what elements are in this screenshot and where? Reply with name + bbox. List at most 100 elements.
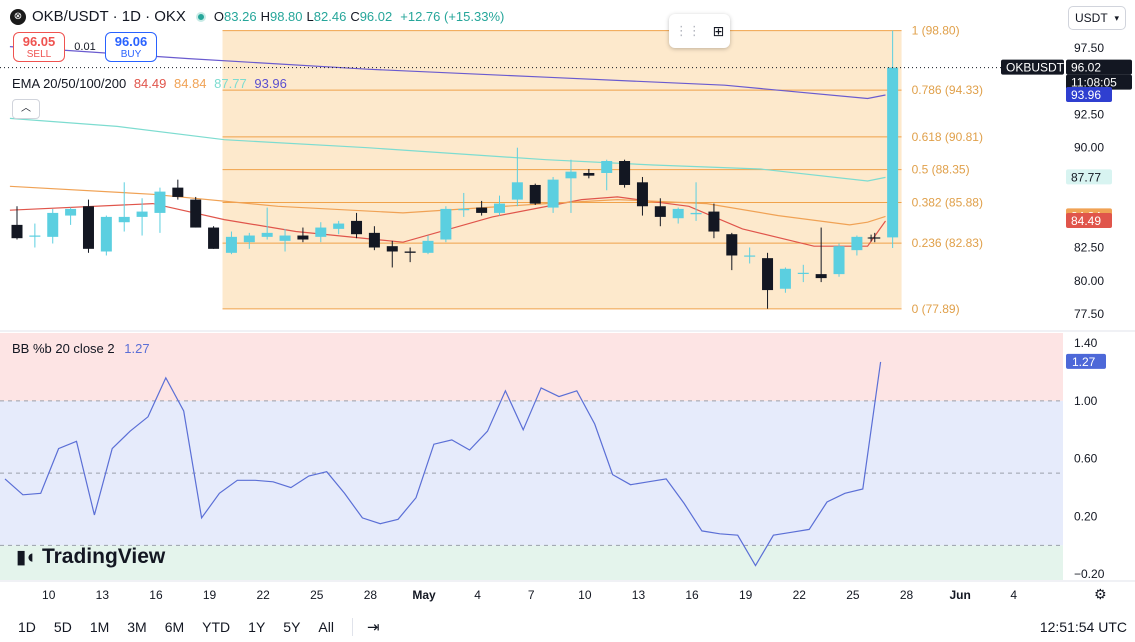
candle-body	[225, 236, 237, 253]
time-tick-label: 13	[96, 588, 110, 602]
go-to-date-icon[interactable]: ⇥	[366, 619, 380, 636]
timeframe-1d[interactable]: 1D	[18, 619, 36, 635]
candle-body	[762, 258, 774, 291]
candle-body	[493, 203, 505, 213]
time-tick-label: 4	[1010, 588, 1017, 602]
candle-body	[476, 207, 488, 213]
candle-body	[279, 235, 291, 241]
collapse-legend-button[interactable]: ︿	[12, 99, 40, 119]
candle-body	[136, 211, 148, 217]
fib-level-label: 0.236 (82.83)	[912, 236, 983, 250]
buy-price: 96.06	[114, 34, 148, 49]
time-tick-label: 13	[632, 588, 646, 602]
timeframe-1y[interactable]: 1Y	[248, 619, 266, 635]
ema200-value: 93.96	[254, 76, 287, 91]
symbol-legend[interactable]: ⊗ OKB/USDT · 1D · OKX O 83.26 H 98.80 L 82.…	[10, 8, 504, 25]
candle-body	[29, 235, 41, 237]
high-label: H	[260, 9, 270, 24]
candle-body	[458, 208, 470, 211]
timeframe-all[interactable]: All	[318, 619, 334, 635]
crosshair-cursor-icon: +	[867, 229, 875, 245]
price-tick-label: 80.00	[1074, 274, 1104, 288]
fib-level-label: 0.382 (85.88)	[912, 196, 983, 210]
bb-legend[interactable]: BB %b 20 close 2 1.27	[12, 341, 150, 356]
candle-body	[529, 184, 541, 204]
object-tree-icon[interactable]: ⊞	[712, 22, 725, 39]
low-value: 82.46	[313, 9, 347, 24]
candle-body	[636, 182, 648, 207]
candle-body	[583, 172, 595, 176]
sell-button[interactable]: 96.05 SELL	[13, 32, 65, 62]
bb-percent-pane	[0, 333, 1063, 580]
price-pane: 1 (98.80) 0.786 (94.33) 0.618 (90.81) 0.5 (…	[0, 24, 1062, 316]
timeframe-1m[interactable]: 1M	[89, 619, 110, 635]
timeframe-3m[interactable]: 3M	[127, 619, 147, 635]
bb-value-text: 1.27	[1072, 355, 1096, 369]
ema200-line	[9, 46, 886, 100]
ema50-line	[9, 185, 886, 226]
open-value: 83.26	[224, 9, 257, 24]
drawing-toolbox[interactable]: ⋮⋮ ⊞	[669, 14, 730, 48]
candle-body	[833, 246, 845, 275]
spread-value: 0.01	[74, 41, 96, 53]
candle-body	[511, 182, 523, 200]
candle-body	[869, 237, 881, 239]
time-tick-label: 16	[149, 588, 163, 602]
timeframe-6m[interactable]: 6M	[164, 619, 185, 635]
ema20-value: 84.49	[133, 76, 167, 91]
candle-body	[887, 67, 899, 238]
candle-body	[654, 206, 666, 217]
buy-button[interactable]: 96.06 BUY	[105, 32, 157, 62]
high-value: 98.80	[269, 9, 303, 24]
brand-name: TradingView	[41, 545, 166, 568]
price-tick-label: 82.50	[1074, 241, 1104, 255]
price-label-text: 96.02	[1071, 61, 1101, 75]
bottom-toolbar: 1D 5D 1M 3M 6M YTD 1Y 5Y All ⇥ 12:51:54 …	[0, 612, 1135, 642]
candle-body	[601, 161, 613, 173]
time-tick-label: 10	[578, 588, 592, 602]
settings-gear-icon[interactable]: ⚙	[1094, 586, 1107, 602]
fib-level-label: 0.618 (90.81)	[912, 130, 983, 144]
bb-tick-label: 1.40	[1074, 336, 1098, 350]
candle-body	[547, 179, 559, 208]
drag-handle-icon[interactable]: ⋮⋮	[674, 23, 701, 38]
toolbar-divider	[351, 618, 353, 636]
close-value: 96.02	[359, 9, 393, 24]
bb-percent-line	[4, 361, 882, 567]
candle-body	[261, 232, 273, 237]
price-label-text: 87.77	[1071, 170, 1101, 184]
timeframe-5y[interactable]: 5Y	[283, 619, 301, 635]
utc-clock[interactable]: 12:51:54 UTC	[1039, 619, 1127, 635]
price-label-box	[1066, 59, 1132, 75]
timeframe-ytd[interactable]: YTD	[202, 619, 231, 635]
candle-body	[851, 236, 863, 251]
timeframe-5d[interactable]: 5D	[53, 619, 72, 635]
fib-level-label: 0.786 (94.33)	[912, 83, 983, 97]
time-tick-label: Jun	[949, 588, 970, 602]
bb-tick-label: 1.00	[1074, 394, 1098, 408]
fib-level-label: 0 (77.89)	[912, 302, 960, 316]
time-tick-label: 16	[685, 588, 699, 602]
price-label-text: 93.96	[1071, 88, 1101, 102]
time-tick-label: 4	[474, 588, 481, 602]
ema-legend[interactable]: EMA 20/50/100/200 84.49 84.84 87.77 93.9…	[12, 76, 291, 91]
candle-body	[797, 272, 809, 274]
time-tick-label: 19	[203, 588, 217, 602]
bb-band	[0, 333, 1063, 401]
fib-level-label: 1 (98.80)	[912, 24, 960, 38]
candle-body	[708, 211, 720, 232]
change-value: +12.76 (+15.33%)	[400, 9, 505, 24]
candle-body	[172, 187, 184, 197]
bb-label: BB %b 20 close 2	[12, 341, 115, 356]
candle-body	[315, 227, 327, 237]
time-tick-label: 10	[42, 588, 56, 602]
time-tick-label: 7	[528, 588, 535, 602]
candle-body	[440, 208, 452, 240]
fib-level-label: 0.5 (88.35)	[912, 163, 970, 177]
time-tick-label: May	[412, 588, 436, 602]
price-axis: 97.50 92.50 90.00 82.50 80.00 77.50 1.40 1.00 0.…	[0, 41, 1135, 582]
symbol-title: OKB/USDT · 1D · OKX	[32, 8, 186, 25]
currency-select[interactable]: USDT ▾	[1068, 6, 1126, 30]
candle-body	[154, 191, 166, 213]
